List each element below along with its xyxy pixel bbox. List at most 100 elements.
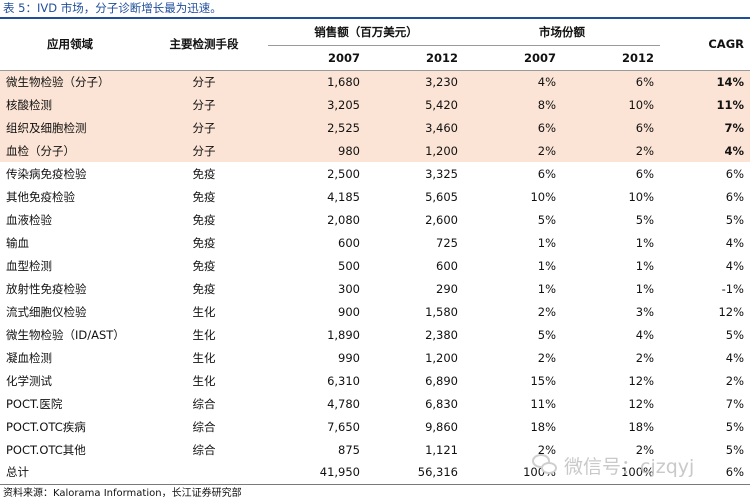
- header-sales-2007: 2007: [268, 45, 366, 71]
- cell-sales-2007: 500: [338, 258, 360, 273]
- cell-sales-2007: 600: [338, 235, 360, 250]
- cell-cagr: 4%: [725, 258, 744, 273]
- cell-field: POCT.OTC其他: [6, 442, 86, 457]
- cell-cagr: 7%: [660, 116, 750, 139]
- table-row: 血型检测 免疫 500 600 1% 1% 4%: [0, 254, 750, 277]
- cell-cagr: 5%: [725, 327, 744, 342]
- cell-sales-2012: 600: [436, 258, 458, 273]
- cell-share-2007: 8%: [464, 93, 562, 116]
- cell-field: 总计: [0, 461, 140, 485]
- cell-share-2007: 2%: [537, 350, 556, 365]
- cell-sales-2012: 3,230: [366, 70, 464, 93]
- total-row: 总计 41,950 56,316 100% 100% 6%: [0, 461, 750, 485]
- cell-share-2007: 10%: [530, 189, 556, 204]
- cell-method: 分子: [140, 93, 268, 116]
- cell-sales-2007: 4,780: [327, 396, 360, 411]
- cell-share-2012: 10%: [628, 189, 654, 204]
- cell-method: 免疫: [192, 166, 216, 181]
- cell-share-2012: 2%: [635, 350, 654, 365]
- cell-sales-2012: 2,600: [425, 212, 458, 227]
- table-row: POCT.OTC其他 综合 875 1,121 2% 2% 5%: [0, 438, 750, 461]
- cell-method: 分子: [140, 116, 268, 139]
- table-row: 凝血检测 生化 990 1,200 2% 2% 4%: [0, 346, 750, 369]
- cell-field: 血液检验: [6, 212, 52, 227]
- cell-cagr: 5%: [725, 442, 744, 457]
- header-sales-2012: 2012: [366, 45, 464, 71]
- cell-cagr: 6%: [660, 461, 750, 485]
- cell-field: 输血: [6, 235, 29, 250]
- cell-field: 微生物检验（ID/AST）: [6, 327, 125, 342]
- cell-sales-2012: 1,200: [366, 139, 464, 162]
- table-row: POCT.OTC疾病 综合 7,650 9,860 18% 18% 5%: [0, 415, 750, 438]
- cell-field: 血检（分子）: [0, 139, 140, 162]
- cell-cagr: 12%: [718, 304, 744, 319]
- table-row: POCT.医院 综合 4,780 6,830 11% 12% 7%: [0, 392, 750, 415]
- cell-method: 免疫: [192, 189, 216, 204]
- cell-sales-2007: 1,680: [268, 70, 366, 93]
- table-row: 微生物检验（ID/AST） 生化 1,890 2,380 5% 4% 5%: [0, 323, 750, 346]
- cell-cagr: 5%: [725, 419, 744, 434]
- cell-share-2012: 12%: [628, 373, 654, 388]
- cell-share-2012: 18%: [628, 419, 654, 434]
- cell-cagr: -1%: [721, 281, 744, 296]
- table-row: 化学测试 生化 6,310 6,890 15% 12% 2%: [0, 369, 750, 392]
- cell-sales-2007: 2,500: [327, 166, 360, 181]
- table-row: 核酸检测 分子 3,205 5,420 8% 10% 11%: [0, 93, 750, 116]
- cell-method: 免疫: [192, 235, 216, 250]
- cell-share-2012: 2%: [562, 139, 660, 162]
- table-row: 其他免疫检验 免疫 4,185 5,605 10% 10% 6%: [0, 185, 750, 208]
- cell-cagr: 6%: [725, 189, 744, 204]
- cell-cagr: 4%: [725, 350, 744, 365]
- cell-share-2012: 6%: [635, 166, 654, 181]
- cell-sales-2012: 1,580: [425, 304, 458, 319]
- cell-method: 免疫: [192, 258, 216, 273]
- cell-cagr: 5%: [725, 212, 744, 227]
- cell-sales-2012: 290: [436, 281, 458, 296]
- cell-method: 免疫: [192, 281, 216, 296]
- table-body: 微生物检验（分子） 分子 1,680 3,230 4% 6% 14% 核酸检测 分子 3,205 5…: [0, 70, 750, 485]
- source-note: 资料来源：Kalorama Information，长江证券研究部: [3, 488, 242, 499]
- watermark: 微信号：cjzqyj: [532, 448, 694, 482]
- cell-method: 生化: [192, 327, 216, 342]
- cell-sales-2007: 6,310: [327, 373, 360, 388]
- cell-share-2007: 1%: [537, 235, 556, 250]
- cell-field: 其他免疫检验: [6, 189, 75, 204]
- cell-sales-2007: 3,205: [268, 93, 366, 116]
- cell-sales-2007: 1,890: [327, 327, 360, 342]
- cell-share-2012: 2%: [635, 442, 654, 457]
- cell-sales-2012: 1,200: [425, 350, 458, 365]
- cell-share-2012: 1%: [635, 258, 654, 273]
- cell-method: [140, 461, 268, 485]
- cell-share-2012: 4%: [635, 327, 654, 342]
- cell-sales-2007: 990: [338, 350, 360, 365]
- cell-share-2012: 6%: [562, 70, 660, 93]
- cell-share-2007: 2%: [464, 139, 562, 162]
- header-field: 应用领域: [0, 19, 140, 71]
- cell-cagr: 6%: [725, 166, 744, 181]
- cell-field: 化学测试: [6, 373, 52, 388]
- cell-sales-2007: 300: [338, 281, 360, 296]
- cell-share-2012: 100%: [562, 461, 660, 485]
- cell-share-2012: 3%: [635, 304, 654, 319]
- cell-sales-2012: 3,325: [425, 166, 458, 181]
- cell-field: 传染病免疫检验: [6, 166, 87, 181]
- cell-cagr: 7%: [725, 396, 744, 411]
- cell-sales-2007: 980: [268, 139, 366, 162]
- header-row-2: 2007 2012 2007 2012: [0, 45, 750, 71]
- cell-share-2007: 5%: [537, 212, 556, 227]
- header-share-2007: 2007: [464, 45, 562, 71]
- table-row: 放射性免疫检验 免疫 300 290 1% 1% -1%: [0, 277, 750, 300]
- table-title: 表 5：IVD 市场，分子诊断增长最为迅速。: [3, 1, 222, 15]
- watermark-text: 微信号：cjzqyj: [564, 455, 695, 478]
- cell-method: 分子: [140, 70, 268, 93]
- cell-method: 综合: [192, 396, 216, 411]
- cell-cagr: 4%: [725, 235, 744, 250]
- cell-method: 综合: [192, 419, 216, 434]
- header-method: 主要检测手段: [140, 19, 268, 71]
- cell-cagr: 4%: [660, 139, 750, 162]
- cell-sales-2012: 5,605: [425, 189, 458, 204]
- cell-method: 生化: [192, 304, 216, 319]
- cell-sales-2012: 1,121: [425, 442, 458, 457]
- cell-sales-2007: 2,525: [268, 116, 366, 139]
- header-cagr: CAGR: [660, 19, 750, 71]
